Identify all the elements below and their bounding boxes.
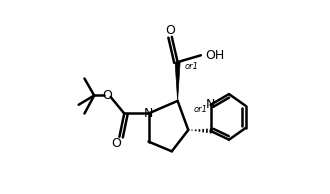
Polygon shape (175, 62, 180, 101)
Text: or1: or1 (193, 105, 207, 114)
Text: O: O (112, 137, 121, 151)
Text: OH: OH (206, 49, 225, 62)
Text: N: N (206, 98, 215, 111)
Text: O: O (102, 89, 112, 102)
Text: N: N (144, 107, 153, 120)
Text: or1: or1 (184, 62, 198, 71)
Text: O: O (165, 23, 175, 37)
